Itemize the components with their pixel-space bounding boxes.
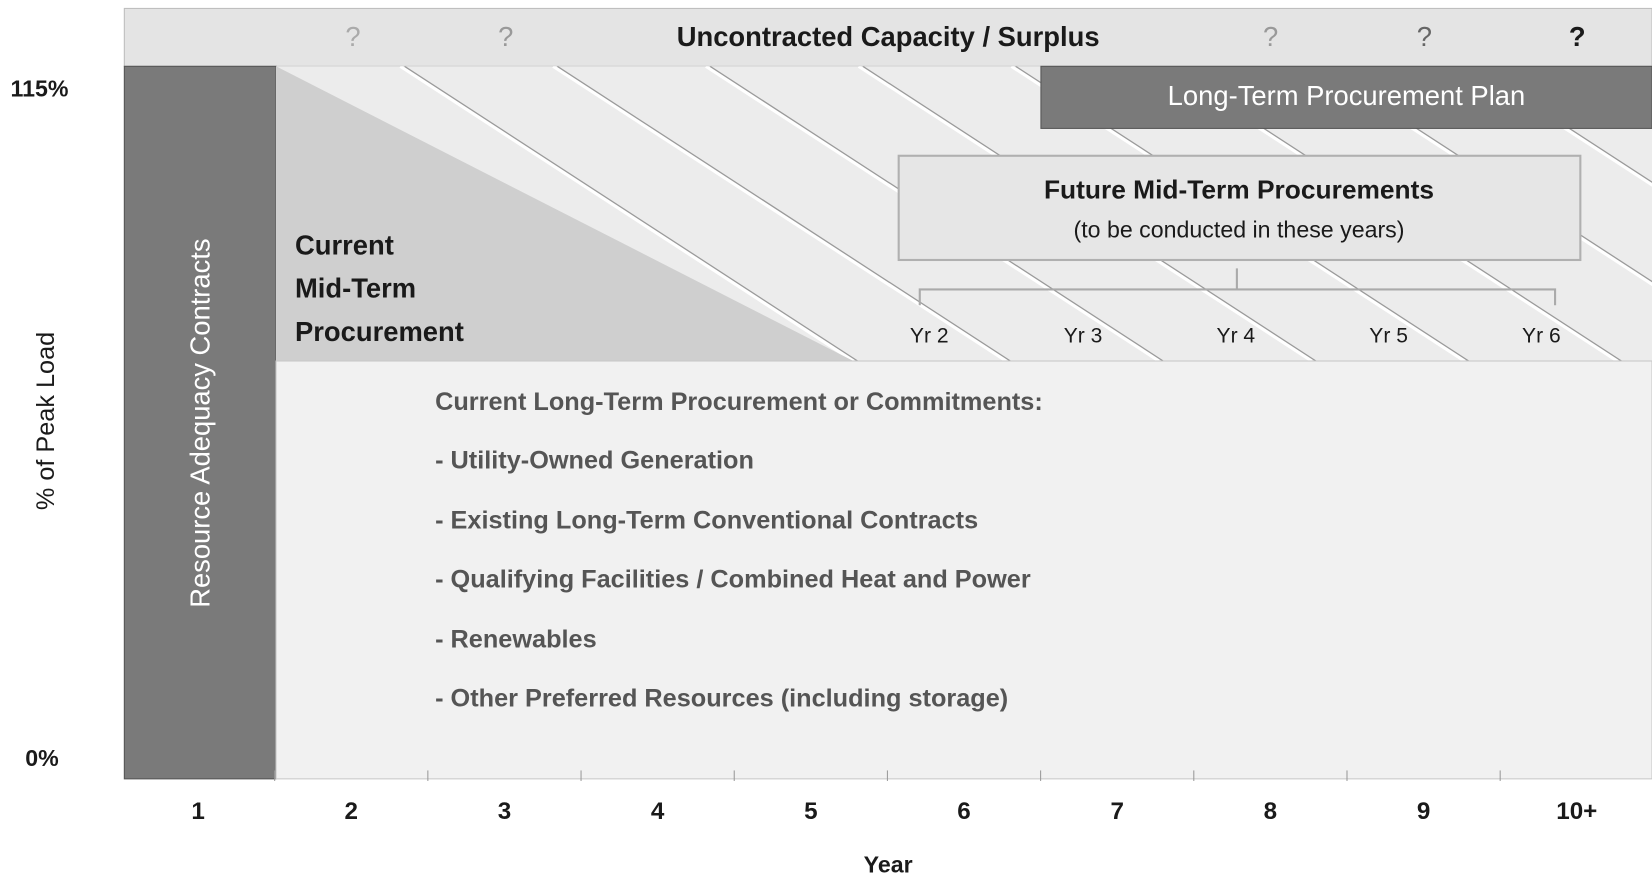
long-term-plan-label: Long-Term Procurement Plan [1168,80,1526,111]
long-term-plan-box [1040,65,1652,129]
surplus-title: Uncontracted Capacity / Surplus [677,21,1100,52]
x-tick-label: 7 [1110,798,1123,825]
commitments-area [275,360,1652,780]
commitment-item: - Existing Long-Term Conventional Contra… [435,507,978,535]
current-mid-term-label: Mid-Term [295,273,416,304]
x-tick-label: 9 [1417,798,1430,825]
x-tick-label: 2 [345,798,358,825]
x-tick-label: 3 [498,798,511,825]
y-axis-label: % of Peak Load [32,332,60,510]
future-mid-term-title: Future Mid-Term Procurements [1044,175,1434,205]
year-label: Yr 2 [910,324,949,347]
resource-adequacy-label: Resource Adequacy Contracts [185,238,216,607]
x-tick-label: 8 [1264,798,1277,825]
commitment-item: - Renewables [435,626,597,654]
x-tick-label: 10+ [1556,798,1597,825]
year-label: Yr 6 [1522,324,1561,347]
year-label: Yr 5 [1369,324,1408,347]
future-mid-term-subtitle: (to be conducted in these years) [1074,217,1405,243]
x-tick-label: 5 [804,798,817,825]
future-mid-term-box [897,154,1582,262]
bracket [918,268,1557,306]
question-mark: ? [1569,21,1586,52]
y-tick-label: 0% [25,745,58,771]
y-tick-label: 115% [11,76,69,102]
year-label: Yr 3 [1064,324,1103,347]
x-axis: 1 2 3 4 5 6 7 8 9 10+ [191,770,1597,825]
question-mark: ? [498,21,513,52]
year-label: Yr 4 [1217,324,1256,347]
question-mark: ? [1263,21,1278,52]
question-mark: ? [1417,21,1432,52]
commitment-item: - Utility-Owned Generation [435,447,754,475]
x-tick-label: 6 [957,798,970,825]
commitment-item: - Other Preferred Resources (including s… [435,685,1008,713]
commitments-title: Current Long-Term Procurement or Commitm… [435,388,1043,416]
question-mark: ? [345,21,360,52]
surplus-band [123,7,1652,67]
commitment-item: - Qualifying Facilities / Combined Heat … [435,566,1031,594]
current-mid-term-label: Current [295,230,394,261]
current-mid-term-label: Procurement [295,316,464,347]
x-tick-label: 4 [651,798,665,825]
x-axis-label: Year [864,851,913,877]
resource-adequacy-bar [123,65,277,780]
x-tick-label: 1 [191,798,204,825]
